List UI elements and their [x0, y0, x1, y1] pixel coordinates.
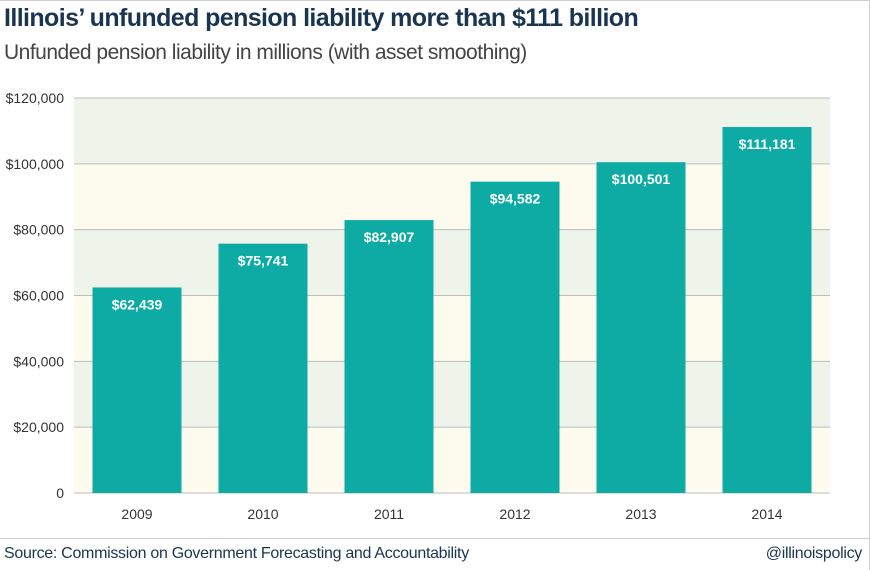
bar-chart: 0 $20,000 $40,000 $60,000 $80,000 $100,000 $12…	[6, 90, 830, 522]
background-band	[74, 163, 830, 230]
bar-2011	[344, 220, 434, 494]
x-tick-label: 2011	[374, 506, 404, 522]
source-note: Source: Commission on Government Forecas…	[4, 545, 469, 562]
x-tick-label: 2014	[751, 506, 782, 522]
bar-value-label: $75,741	[238, 253, 289, 269]
background-bands	[74, 98, 830, 493]
bar-value-label: $62,439	[112, 296, 163, 312]
y-tick-label: $60,000	[13, 288, 64, 304]
bar-value-label: $82,907	[364, 229, 415, 245]
y-tick-label: $100,000	[6, 156, 65, 172]
bar-2012	[470, 181, 560, 493]
bar-value-labels: $62,439 $75,741 $82,907 $94,582 $100,501 $111…	[112, 136, 796, 312]
chart-title: Illinois’ unfunded pension liability mor…	[4, 4, 639, 32]
x-tick-label: 2010	[247, 506, 278, 522]
x-axis-tick-labels: 2009 2010 2011 2012 2013 2014	[121, 506, 782, 522]
y-tick-label: $40,000	[13, 353, 64, 369]
background-band	[74, 361, 830, 428]
background-band	[74, 98, 830, 164]
social-handle: @illinoispolicy	[765, 545, 863, 562]
bar-value-label: $111,181	[739, 136, 796, 152]
bar-2010	[218, 243, 308, 493]
bar-2014	[722, 127, 812, 493]
chart-subtitle: Unfunded pension liability in millions (…	[4, 41, 527, 64]
bars	[92, 127, 812, 494]
bar-2009	[92, 287, 182, 493]
y-tick-label: $80,000	[13, 222, 64, 238]
background-band	[74, 229, 830, 296]
background-band	[74, 295, 830, 362]
background-band	[74, 427, 830, 493]
x-tick-label: 2012	[499, 506, 530, 522]
gridlines	[74, 97, 830, 494]
x-tick-label: 2013	[625, 506, 656, 522]
footer-rule	[0, 538, 870, 539]
x-tick-label: 2009	[121, 506, 152, 522]
bar-2013	[596, 162, 686, 493]
y-axis-tick-labels: 0 $20,000 $40,000 $60,000 $80,000 $100,000 $12…	[6, 90, 65, 501]
bar-value-label: $100,501	[612, 171, 671, 187]
y-tick-label: 0	[56, 485, 64, 501]
y-tick-label: $120,000	[6, 90, 65, 106]
bar-value-label: $94,582	[490, 191, 541, 207]
y-tick-label: $20,000	[13, 419, 64, 435]
frame-top-border	[0, 0, 870, 1]
